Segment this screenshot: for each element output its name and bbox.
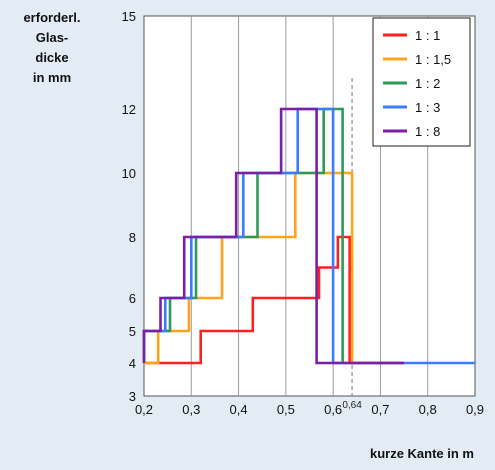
x-tick-labels: 0,2 0,3 0,4 0,5 0,6 0,7 0,8 0,9 bbox=[135, 402, 484, 417]
x-tick-label: 0,6 bbox=[324, 402, 342, 417]
y-tick-label: 8 bbox=[129, 230, 136, 245]
x-tick-label: 0,8 bbox=[419, 402, 437, 417]
x-tick-label: 0,4 bbox=[230, 402, 248, 417]
x-axis-label: kurze Kante in m bbox=[370, 446, 474, 461]
y-tick-label: 6 bbox=[129, 291, 136, 306]
y-tick-label: 5 bbox=[129, 324, 136, 339]
x-tick-label: 0,2 bbox=[135, 402, 153, 417]
y-tick-label: 12 bbox=[122, 102, 136, 117]
y-tick-label: 10 bbox=[122, 166, 136, 181]
reference-line-label: 0,64 bbox=[342, 400, 362, 411]
x-tick-label: 0,3 bbox=[182, 402, 200, 417]
x-tick-label: 0,9 bbox=[466, 402, 484, 417]
y-axis-label: erforderl. Glas-dicke in mm bbox=[23, 10, 80, 85]
x-tick-label: 0,7 bbox=[371, 402, 389, 417]
legend-label: 1 : 3 bbox=[415, 100, 440, 115]
legend-label: 1 : 2 bbox=[415, 76, 440, 91]
x-tick-label: 0,5 bbox=[277, 402, 295, 417]
legend-label: 1 : 1 bbox=[415, 28, 440, 43]
y-axis-label-line: dicke bbox=[35, 50, 68, 65]
y-tick-labels: 3 4 5 6 8 10 12 15 bbox=[122, 9, 136, 404]
y-tick-label: 15 bbox=[122, 9, 136, 24]
legend-label: 1 : 1,5 bbox=[415, 52, 451, 67]
y-axis-label-line: Glas- bbox=[36, 30, 69, 45]
series-lines bbox=[142, 107, 475, 365]
legend-label: 1 : 8 bbox=[415, 124, 440, 139]
y-axis-label-line: erforderl. bbox=[23, 10, 80, 25]
series-line bbox=[144, 235, 405, 365]
series-line bbox=[142, 107, 405, 365]
legend: 1 : 1 1 : 1,5 1 : 2 1 : 3 1 : 8 bbox=[372, 17, 471, 147]
series-line bbox=[144, 171, 354, 365]
series-line bbox=[142, 107, 475, 365]
y-tick-label: 4 bbox=[129, 356, 136, 371]
y-axis-label-line: in mm bbox=[33, 70, 71, 85]
y-tick-label: 3 bbox=[129, 389, 136, 404]
